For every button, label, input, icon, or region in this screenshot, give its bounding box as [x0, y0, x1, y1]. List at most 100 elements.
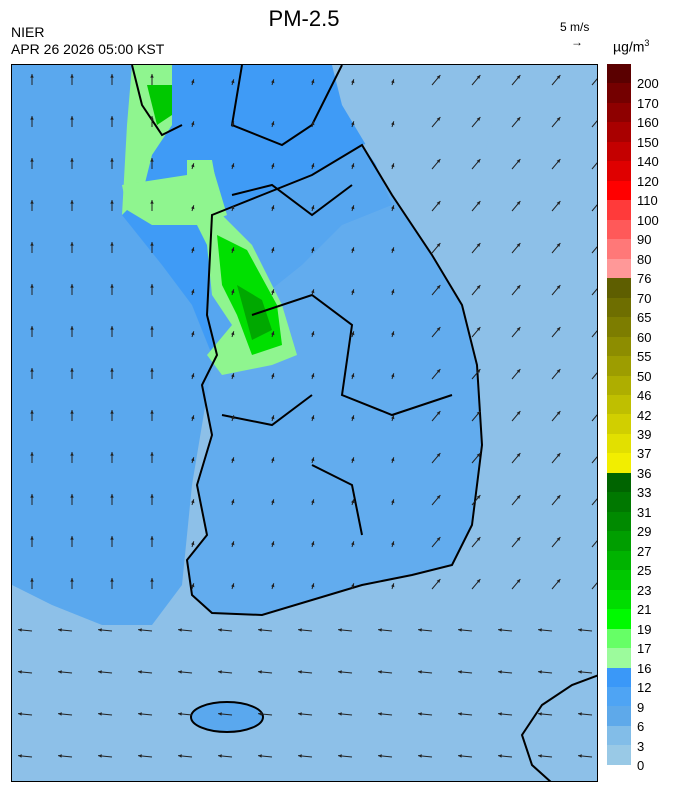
- wind-arrow-head: [476, 327, 481, 331]
- wind-arrow-head: [298, 628, 302, 632]
- wind-arrow: [591, 288, 597, 296]
- wind-arrow-head: [596, 244, 597, 245]
- wind-arrow-head: [70, 494, 74, 498]
- wind-arrow-head: [458, 754, 462, 758]
- colorbar-segment: [607, 239, 631, 259]
- wind-arrow-head: [436, 327, 441, 331]
- jeju-island: [190, 701, 264, 733]
- wind-arrow-head: [556, 243, 561, 247]
- colorbar-label: 6: [637, 719, 645, 735]
- wind-arrow-head: [556, 579, 561, 583]
- colorbar-label: 21: [637, 602, 652, 618]
- colorbar-label: 170: [637, 95, 659, 111]
- wind-arrow: [591, 582, 597, 590]
- wind-arrow-head: [70, 410, 74, 414]
- wind-arrow-head: [150, 536, 154, 540]
- wind-arrow-head: [476, 159, 481, 163]
- wind-arrow-head: [391, 499, 395, 504]
- colorbar-label: 12: [637, 680, 652, 696]
- wind-arrow-head: [596, 202, 597, 203]
- wind-arrow-head: [231, 289, 235, 294]
- colorbar-label: 36: [637, 465, 652, 481]
- wind-arrow-head: [311, 205, 315, 210]
- wind-arrow-head: [391, 79, 395, 84]
- wind-arrow-head: [18, 670, 22, 674]
- wind-arrow-head: [138, 754, 142, 758]
- wind-arrow-head: [418, 754, 422, 758]
- wind-arrow-head: [30, 200, 34, 204]
- wind-arrow-head: [298, 712, 302, 716]
- wind-arrow-head: [556, 453, 561, 457]
- wind-arrow-head: [596, 454, 597, 455]
- wind-arrow-head: [391, 583, 395, 588]
- wind-arrow-head: [516, 201, 521, 205]
- wind-arrow-head: [578, 712, 582, 716]
- wind-arrow-head: [436, 453, 441, 457]
- wind-arrow-head: [231, 247, 235, 252]
- wind-arrow-head: [476, 537, 481, 541]
- wind-arrow-head: [311, 583, 315, 588]
- colorbar-label: 160: [637, 115, 659, 131]
- colorbar-label: 65: [637, 310, 652, 326]
- wind-arrow-head: [110, 494, 114, 498]
- wind-arrow-head: [258, 754, 262, 758]
- colorbar-label: 55: [637, 349, 652, 365]
- wind-arrow-head: [30, 578, 34, 582]
- wind-scale-arrow-icon: →: [571, 35, 583, 49]
- pm25-map: [11, 64, 598, 782]
- agency-label: NIER: [11, 24, 45, 40]
- wind-arrow-head: [351, 499, 355, 504]
- wind-arrow-head: [110, 368, 114, 372]
- colorbar-segment: [607, 219, 631, 240]
- wind-arrow-head: [191, 79, 195, 84]
- wind-arrow-head: [596, 160, 597, 161]
- wind-arrow-head: [191, 415, 195, 420]
- wind-arrow: [591, 204, 597, 212]
- wind-arrow-head: [311, 247, 315, 252]
- wind-arrow-head: [70, 242, 74, 246]
- wind-arrow-head: [516, 369, 521, 373]
- wind-arrow-head: [436, 201, 441, 205]
- colorbar-segment: [607, 278, 631, 298]
- wind-arrow-head: [271, 79, 275, 84]
- wind-arrow-head: [178, 712, 182, 716]
- wind-arrow-head: [30, 116, 34, 120]
- wind-arrow: [591, 498, 597, 506]
- wind-arrow-head: [110, 410, 114, 414]
- wind-arrow: [591, 372, 597, 380]
- wind-arrow-head: [378, 670, 382, 674]
- province-boundaries: [131, 65, 484, 617]
- colorbar-label: 19: [637, 621, 652, 637]
- wind-arrow-head: [556, 117, 561, 121]
- wind-arrow-head: [191, 331, 195, 336]
- wind-arrow-head: [578, 628, 582, 632]
- wind-arrow-head: [596, 496, 597, 497]
- wind-arrow: [591, 456, 597, 464]
- colorbar-label: 200: [637, 76, 659, 92]
- wind-arrow-head: [351, 373, 355, 378]
- wind-arrow-head: [30, 74, 34, 78]
- wind-arrow-head: [191, 457, 195, 462]
- wind-arrow-head: [476, 453, 481, 457]
- wind-arrow-head: [271, 415, 275, 420]
- wind-arrow-head: [596, 76, 597, 77]
- wind-arrow-head: [436, 495, 441, 499]
- wind-arrow-head: [30, 158, 34, 162]
- colorbar-label: 31: [637, 504, 652, 520]
- colorbar-label: 27: [637, 543, 652, 559]
- wind-arrow-head: [516, 453, 521, 457]
- wind-arrow-head: [436, 285, 441, 289]
- wind-arrow-head: [436, 537, 441, 541]
- wind-arrow-head: [436, 369, 441, 373]
- wind-arrow-head: [596, 370, 597, 371]
- wind-arrow-head: [110, 578, 114, 582]
- wind-arrow-head: [516, 159, 521, 163]
- colorbar-segment: [607, 200, 631, 220]
- wind-arrow-head: [231, 121, 235, 126]
- wind-arrow-head: [351, 583, 355, 588]
- colorbar-segment: [607, 433, 631, 454]
- wind-arrow-head: [436, 579, 441, 583]
- wind-arrow-head: [476, 579, 481, 583]
- wind-arrow-head: [271, 247, 275, 252]
- wind-arrow-head: [70, 578, 74, 582]
